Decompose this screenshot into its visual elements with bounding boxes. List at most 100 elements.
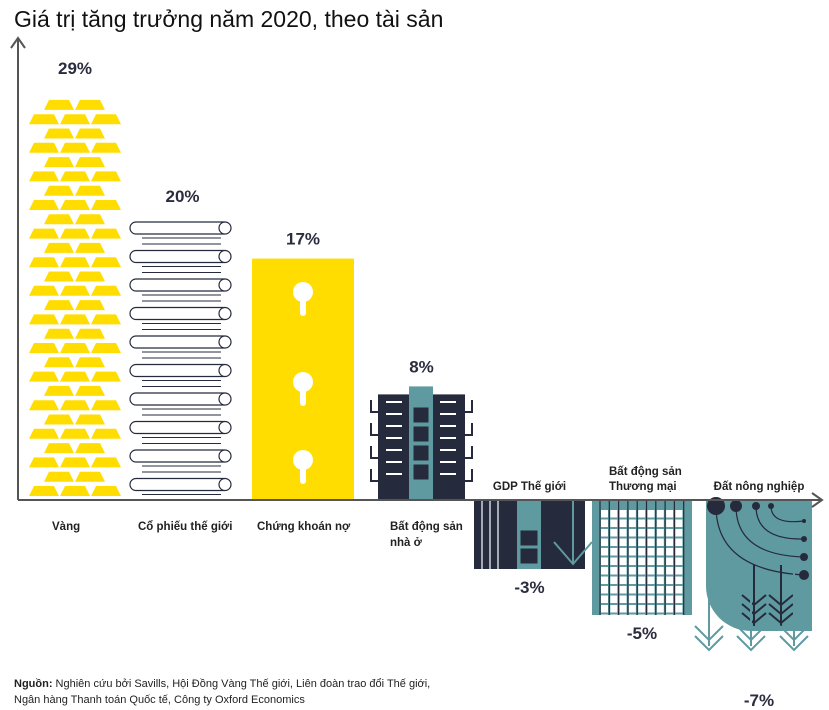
commercial-window [656,510,664,518]
data-label: 8% [409,357,434,376]
data-label: -3% [514,578,544,597]
commercial-window [647,538,655,546]
commercial-window [647,567,655,575]
gold-bar-mark [91,343,121,353]
bond-roll-end [218,306,232,321]
commercial-window [619,519,627,527]
gold-bar-mark [29,285,59,296]
balcony [465,469,473,482]
commercial-window [647,586,655,594]
bond-roll-end [218,477,232,492]
bond-roll-end [218,221,232,235]
bond-roll-end [218,278,232,292]
data-label: 20% [165,187,199,206]
commercial-window [638,595,646,603]
gold-bar-mark [91,400,121,411]
gold-bar-mark [44,385,74,396]
gold-bar-mark [60,457,90,468]
building-window [412,463,430,481]
bar-2: 20% Cổ phiếu thế giới [129,187,232,533]
farmland-block [706,500,812,631]
gold-bar-mark [44,328,74,339]
bond-roll [129,449,231,463]
data-label: 29% [58,59,92,78]
commercial-window [656,586,664,594]
commercial-window [675,586,683,594]
gold-bar-mark [75,271,105,282]
bar-1: 29% Vàng [29,59,121,533]
commercial-window [610,586,618,594]
commercial-window [638,605,646,613]
commercial-window [619,548,627,556]
commercial-window [601,567,608,575]
gold-bar-mark [75,328,105,339]
bond-roll [129,278,231,292]
commercial-window [647,548,655,556]
bond-roll-end [218,363,232,378]
commercial-window [601,576,608,584]
commercial-window [619,576,627,584]
commercial-window [638,548,646,556]
gold-bar-mark [29,114,59,125]
gold-bar-mark [44,157,74,168]
commercial-window [610,519,618,527]
gold-bar-mark [75,99,105,110]
bond-roll [129,249,231,264]
gold-bar-mark [60,343,90,353]
bond-roll-end [218,335,232,349]
bar-6: -5% Bất động sản Thương mại [592,466,692,643]
gold-bar-mark [44,300,74,311]
bond-roll [129,363,231,378]
commercial-window [656,567,664,575]
gold-bar-mark [29,428,59,439]
gold-bar-mark [91,142,121,153]
commercial-window [675,567,683,575]
gold-bar-mark [75,128,105,139]
commercial-window [619,529,627,537]
balcony [370,400,378,413]
commercial-window [666,605,674,613]
gold-bar-mark [29,228,59,239]
commercial-window [628,557,636,565]
gold-bar-mark [75,214,105,225]
gold-bar-mark [91,428,121,439]
chart-title: Giá trị tăng trưởng năm 2020, theo tài s… [14,6,444,32]
commercial-window [628,529,636,537]
gold-bar-mark [29,200,59,210]
gold-bar-mark [29,486,59,496]
commercial-window [647,595,655,603]
category-label: Vàng [52,521,80,533]
commercial-window [619,557,627,565]
gold-bar-mark [91,371,121,382]
commercial-window [619,510,627,518]
gold-bar-mark [60,285,90,296]
bond-roll [129,221,231,235]
gold-bar-mark [60,200,90,210]
gold-bar-mark [60,486,90,496]
bond-roll-end [218,249,232,264]
category-label: Thương mại [609,481,677,493]
commercial-window [610,510,618,518]
commercial-window [675,510,683,518]
gold-bar-mark [60,142,90,153]
bar-7: -7% Đất nông nghiệp [694,481,812,710]
gold-bar-mark [29,371,59,382]
balcony [465,446,473,459]
seed-dot [799,570,809,580]
commercial-window [638,614,646,622]
commercial-window [675,595,683,603]
bar-5: -3% GDP Thế giới [474,481,593,597]
gold-bar-mark [91,314,121,325]
commercial-window [638,510,646,518]
commercial-window [647,605,655,613]
commercial-window [647,510,655,518]
root-line [770,505,805,523]
commercial-window [675,548,683,556]
commercial-window [601,595,608,603]
commercial-window [619,614,627,622]
commercial-window [619,586,627,594]
commercial-window [656,557,664,565]
commercial-window [656,576,664,584]
commercial-window [638,557,646,565]
